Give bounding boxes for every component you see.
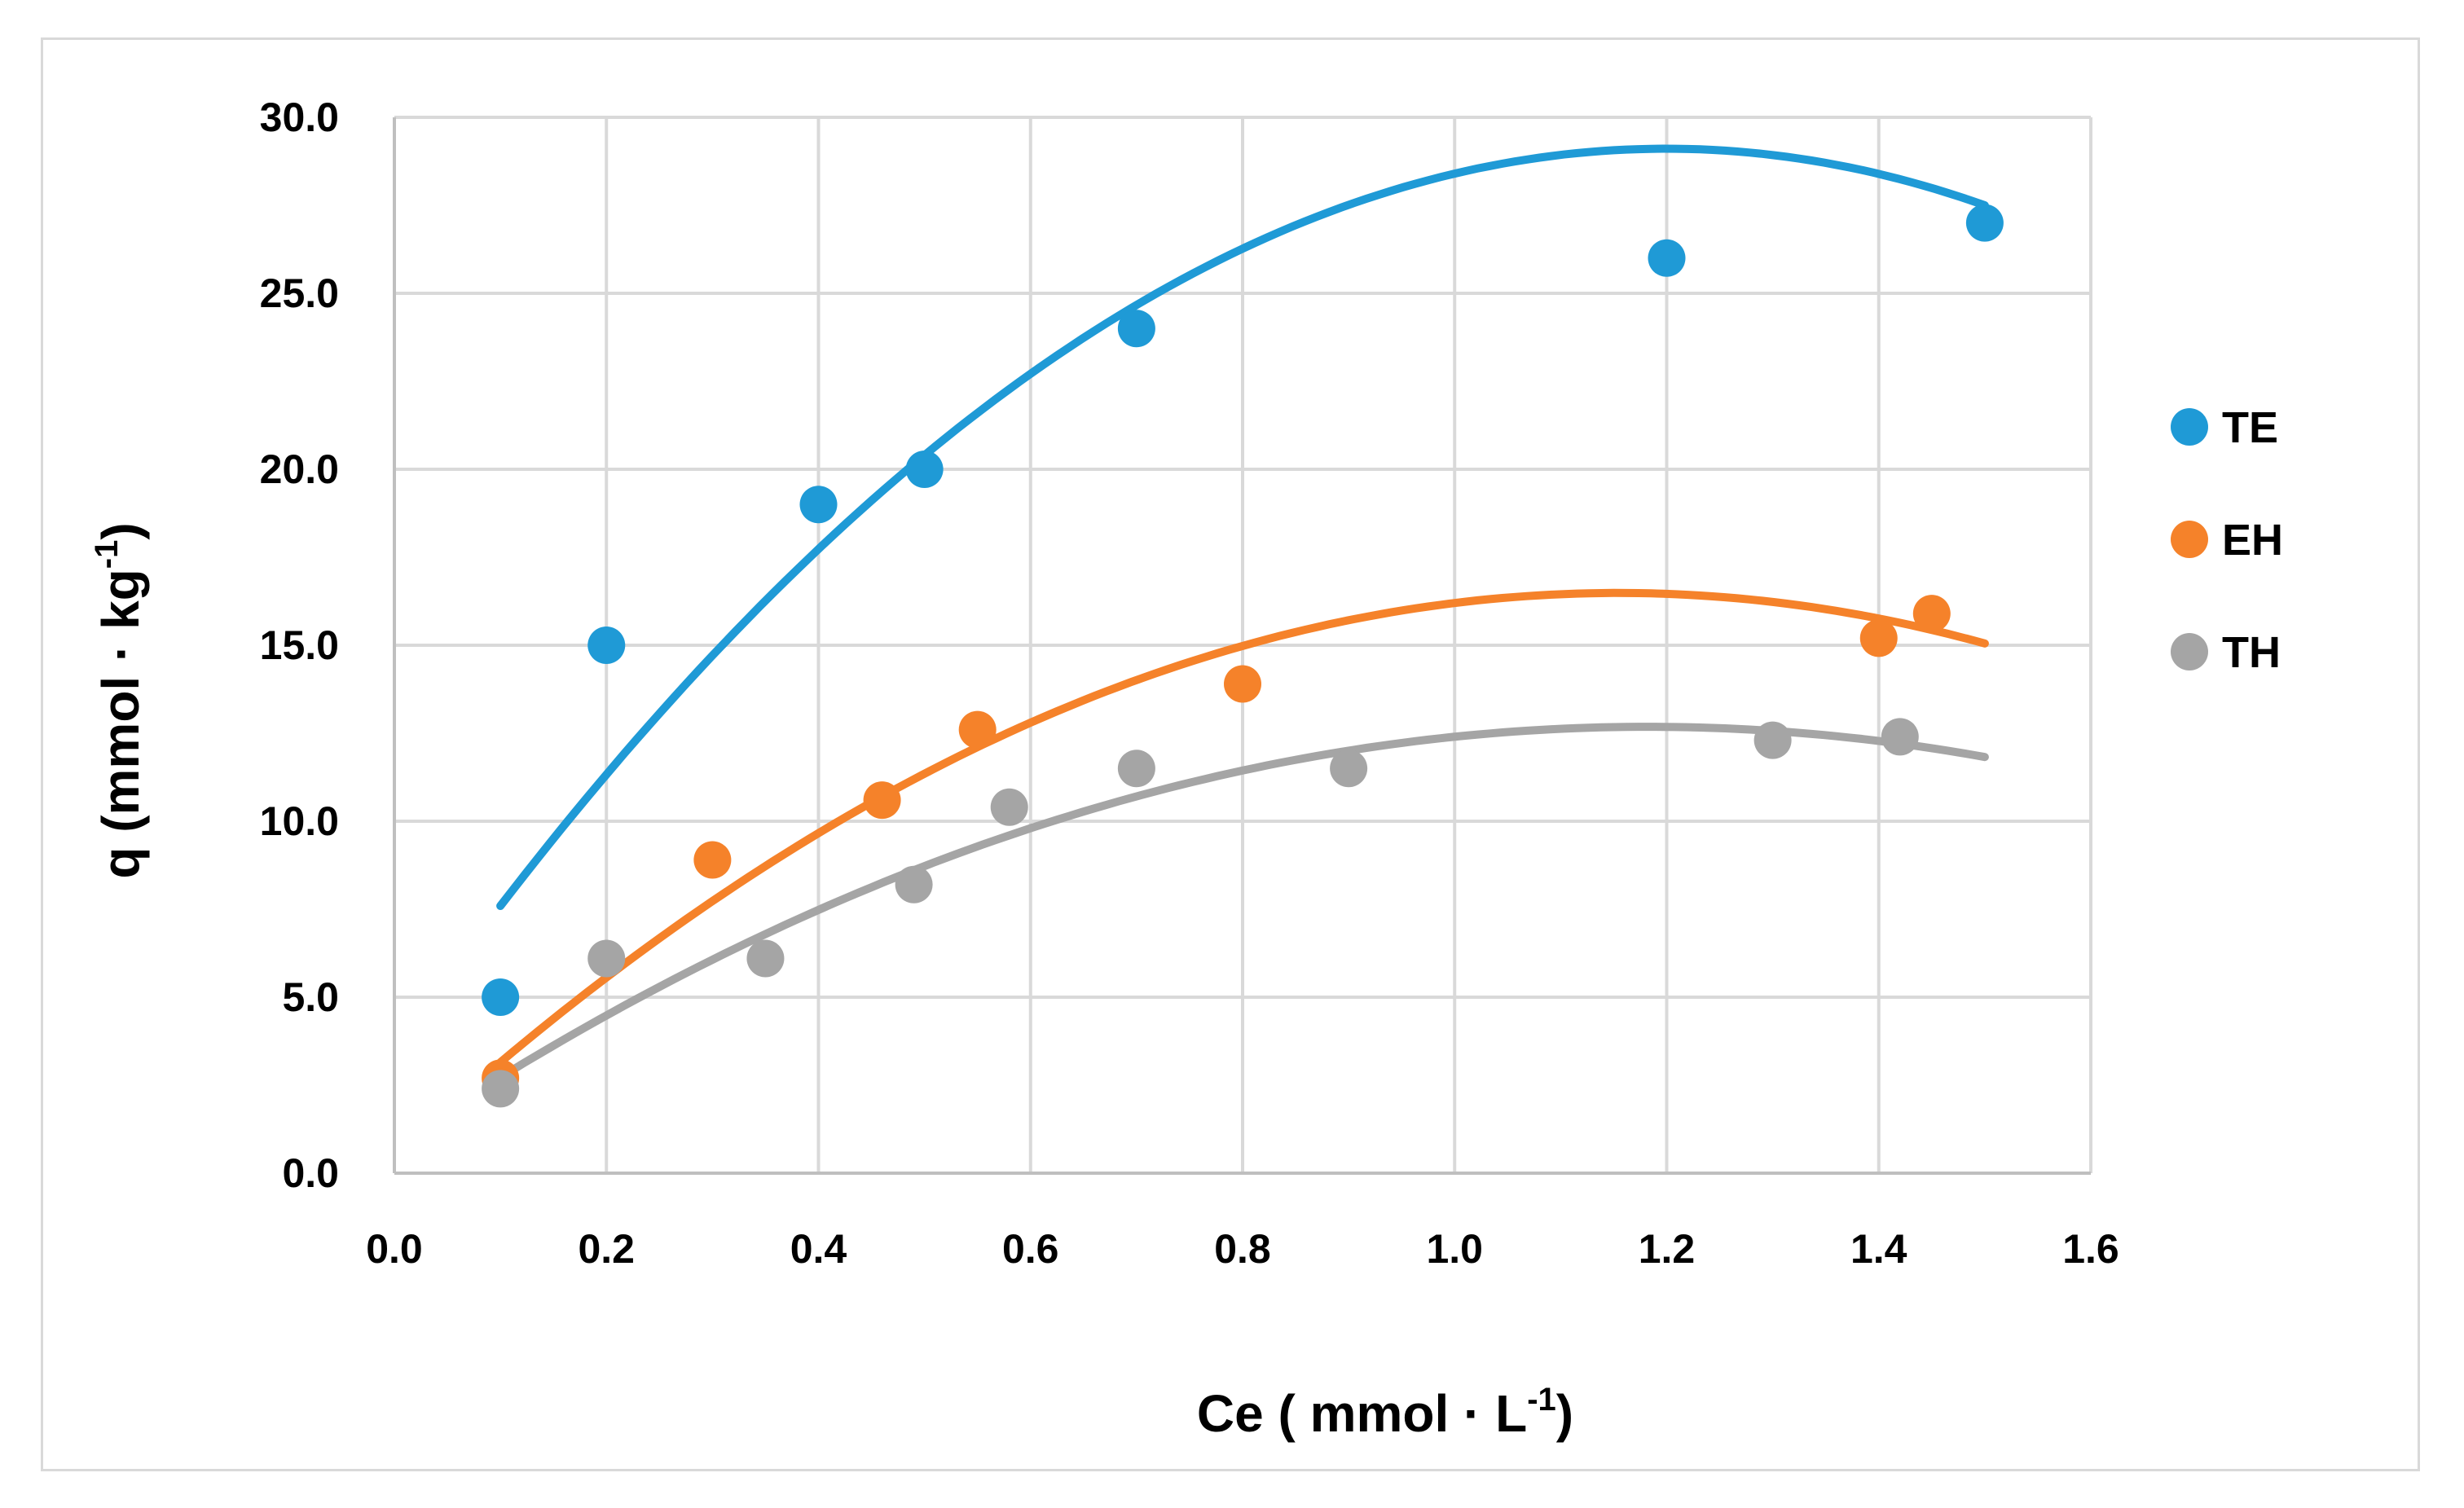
y-axis-title: q (mmol · kg-1) [89,522,150,878]
data-point-eh [958,710,997,749]
data-point-te [587,627,626,664]
legend-marker-th [2171,633,2208,670]
x-tick-label: 0.0 [366,1226,423,1272]
x-tick-label: 0.6 [1002,1226,1059,1272]
legend-label-eh: EH [2222,516,2283,565]
data-point-te [905,451,944,488]
data-point-te [1965,204,2004,242]
data-point-te [1117,310,1155,348]
legend-marker-te [2171,408,2208,446]
data-point-th [895,865,933,903]
x-tick-label: 0.4 [790,1226,847,1272]
y-tick-label: 25.0 [260,270,339,316]
axes [393,117,2091,1175]
data-point-th [746,939,785,978]
x-tick-label: 1.4 [1850,1226,1907,1272]
data-point-eh [1912,595,1951,633]
y-tick-label: 0.0 [282,1150,339,1196]
y-tick-labels: 0.0 5.0 10.0 15.0 20.0 25.0 30.0 [260,95,339,1196]
x-tick-label: 0.2 [578,1226,635,1272]
y-tick-label: 15.0 [260,622,339,668]
x-tick-label: 1.0 [1426,1226,1483,1272]
data-point-eh [1859,619,1898,657]
data-point-th [990,788,1028,826]
chart-frame [41,37,2420,1471]
x-tick-label: 1.6 [2062,1226,2119,1272]
data-point-eh [863,781,901,820]
data-point-eh [1224,665,1261,703]
x-tick-label: 0.8 [1214,1226,1271,1272]
y-tick-label: 20.0 [260,446,339,492]
data-point-eh [693,841,732,879]
data-point-te [482,978,520,1016]
data-points [482,204,2004,1108]
grid [394,116,2092,1173]
data-point-th [587,939,626,978]
x-tick-labels: 0.0 0.2 0.4 0.6 0.8 1.0 1.2 1.4 1.6 [366,1226,2119,1272]
data-point-th [1753,721,1792,759]
data-point-th [1117,750,1155,788]
legend-label-th: TH [2222,628,2281,677]
data-point-th [482,1070,520,1108]
trendline-th [496,723,1989,1082]
trendline-te [496,144,1989,910]
data-point-te [1648,239,1686,277]
data-point-te [799,486,838,524]
trendline-eh [496,588,1989,1066]
data-point-th [1330,750,1368,788]
trendlines [496,144,1989,1082]
legend-label-te: TE [2222,403,2278,452]
legend-marker-eh [2171,521,2208,558]
y-tick-label: 5.0 [282,974,339,1020]
legend: TE EH TH [2171,403,2283,677]
x-axis-title: Ce ( mmol · L-1) [1197,1382,1573,1443]
data-point-th [1881,718,1919,756]
y-tick-label: 30.0 [260,95,339,140]
x-tick-label: 1.2 [1639,1226,1696,1272]
y-tick-label: 10.0 [260,798,339,844]
